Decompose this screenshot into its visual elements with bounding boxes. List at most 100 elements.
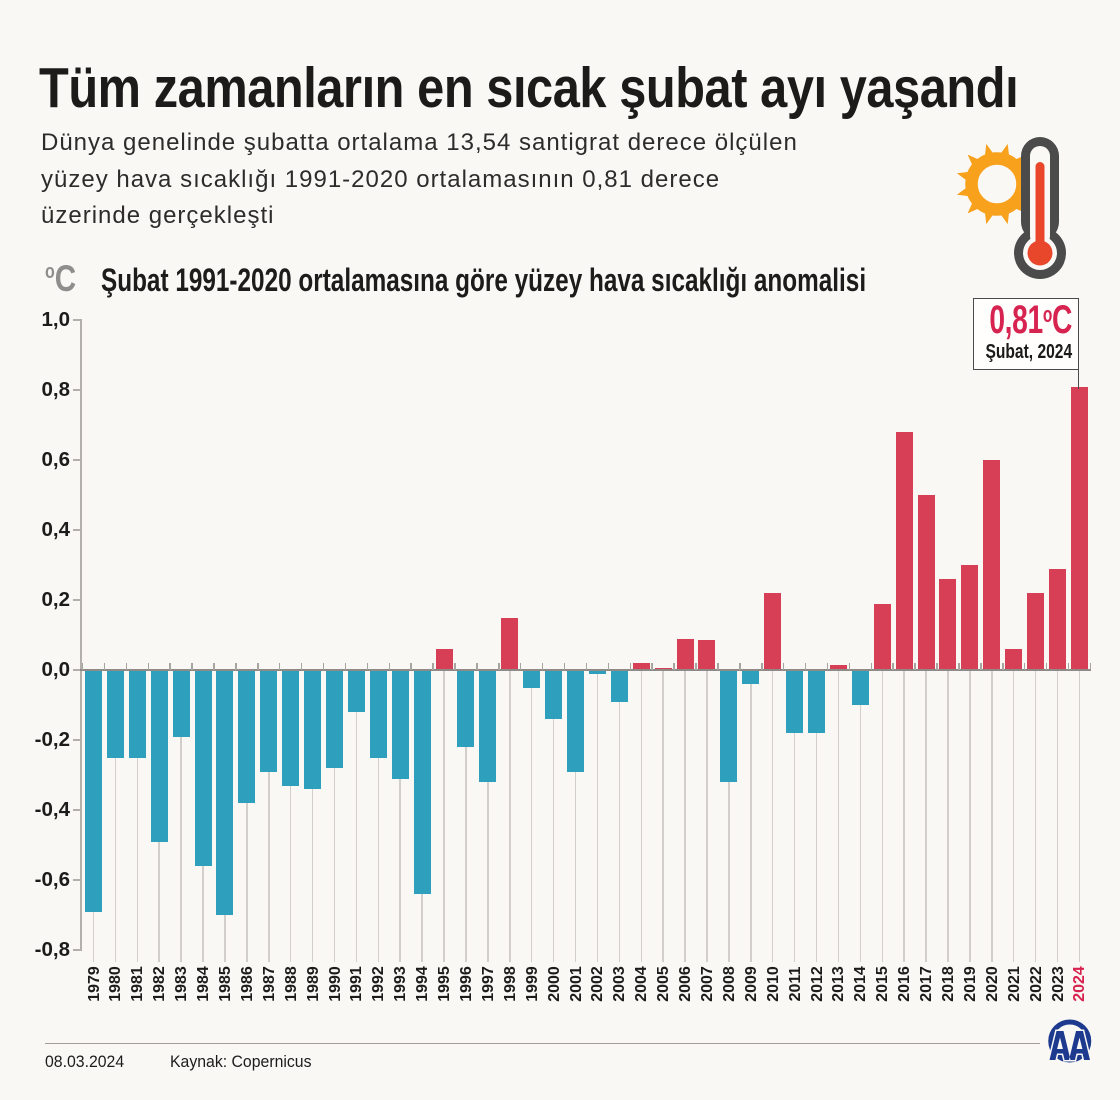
gridline (991, 671, 993, 962)
x-axis-tick (673, 663, 675, 670)
gridline (487, 671, 489, 962)
x-axis-tick (1089, 663, 1092, 670)
x-axis-label-1999: 1999 (523, 965, 541, 1002)
bar-2012 (808, 670, 826, 733)
x-axis-tick (782, 663, 785, 670)
footer-date: 08.03.2024 (45, 1052, 125, 1071)
gridline (552, 671, 555, 962)
x-axis-label-1992: 1992 (370, 965, 388, 1002)
bar-2021 (1005, 649, 1023, 670)
x-axis-tick (541, 663, 544, 670)
x-axis-tick (300, 663, 303, 670)
x-axis-label-2022: 2022 (1027, 965, 1045, 1002)
y-axis-label: 0,8 (41, 378, 71, 401)
bar-2014 (851, 670, 869, 705)
gridline (443, 671, 445, 962)
x-axis-label-2012: 2012 (808, 965, 826, 1002)
annotation-badge: 0,81oC Şubat, 2024 (973, 298, 1079, 370)
x-axis-label-2006: 2006 (677, 965, 695, 1002)
bar-2017 (917, 495, 935, 670)
thermometer-icon (1014, 137, 1066, 279)
x-axis-label-1986: 1986 (238, 965, 256, 1002)
x-axis-label-1984: 1984 (195, 965, 213, 1002)
x-axis-tick (81, 663, 84, 670)
x-axis-tick (651, 663, 653, 670)
x-axis-tick (563, 663, 566, 670)
x-axis-tick (191, 663, 193, 670)
x-axis-tick (169, 663, 171, 670)
bar-2004 (632, 663, 650, 670)
y-axis-tick (73, 669, 82, 671)
gridline (530, 671, 533, 962)
bar-1979 (85, 670, 102, 912)
gridline (662, 671, 664, 962)
gridline (859, 671, 862, 962)
x-axis-tick (432, 663, 434, 670)
footer-divider (45, 1043, 1040, 1044)
y-axis-label: -0,8 (34, 938, 70, 961)
y-axis-label: 0,2 (41, 588, 71, 611)
annotation-value: 0,81oC (989, 297, 1072, 342)
x-axis-label-1982: 1982 (151, 965, 169, 1002)
bar-1995 (435, 649, 453, 670)
x-axis-tick (870, 663, 873, 670)
bar-2013 (829, 664, 847, 670)
x-axis-tick (476, 663, 478, 670)
x-axis-label-2004: 2004 (633, 965, 651, 1002)
x-axis-tick (388, 663, 391, 670)
y-axis-tick (73, 459, 82, 461)
bar-2019 (961, 565, 979, 670)
gridline (947, 671, 949, 962)
x-axis-label-1994: 1994 (414, 965, 432, 1002)
gridline (728, 671, 730, 962)
bar-2000 (545, 670, 563, 719)
y-axis-tick (73, 809, 82, 811)
degree-symbol: o (45, 261, 55, 283)
x-axis-tick (410, 663, 412, 670)
bar-2003 (610, 670, 628, 702)
bar-1987 (260, 670, 278, 772)
x-axis-tick (213, 663, 215, 670)
gridline (509, 671, 511, 962)
x-axis-label-1993: 1993 (392, 965, 410, 1002)
gridline (684, 671, 686, 962)
x-axis-label-2003: 2003 (611, 965, 629, 1002)
bar-1981 (128, 670, 146, 758)
y-axis-tick (73, 739, 82, 741)
x-axis-label-2021: 2021 (1005, 965, 1023, 1002)
x-axis-label-2018: 2018 (939, 965, 957, 1002)
gridline (1012, 671, 1015, 962)
x-axis-label-2010: 2010 (764, 965, 782, 1002)
x-axis-tick (1002, 663, 1004, 670)
bar-1989 (304, 670, 322, 789)
gridline (596, 671, 599, 962)
bar-1986 (238, 670, 256, 803)
y-axis-label: 0,4 (41, 518, 71, 541)
x-axis-tick (804, 663, 807, 670)
x-axis-label-1996: 1996 (457, 965, 475, 1002)
bar-1998 (501, 617, 519, 670)
gridline (246, 671, 248, 962)
gridline (399, 671, 401, 962)
page-subtitle: Dünya genelinde şubatta ortalama 13,54 s… (41, 125, 798, 235)
bar-2006 (676, 638, 694, 670)
x-axis-label-2002: 2002 (589, 965, 607, 1002)
x-axis-tick (257, 663, 259, 670)
gridline (355, 671, 358, 962)
x-axis-tick (519, 663, 522, 670)
x-axis-label-1995: 1995 (436, 965, 454, 1002)
x-axis-label-2016: 2016 (896, 965, 914, 1002)
x-axis-label-2011: 2011 (786, 966, 804, 1001)
x-axis-tick (761, 663, 763, 670)
y-axis-tick (73, 319, 82, 321)
x-axis-label-2014: 2014 (852, 965, 870, 1002)
x-axis-label-2001: 2001 (567, 965, 585, 1002)
annotation-connector-line (1077, 369, 1079, 389)
x-axis-label-1979: 1979 (85, 965, 103, 1002)
x-axis-tick (629, 663, 632, 670)
x-axis-tick (717, 663, 719, 670)
bar-1992 (369, 670, 387, 758)
bar-1994 (413, 670, 431, 894)
